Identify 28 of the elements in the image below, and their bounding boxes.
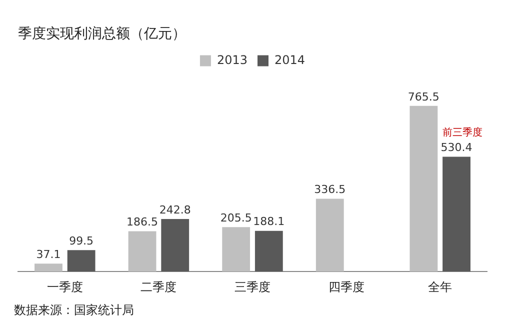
bar [222,227,250,272]
x-tick-label: 全年 [428,280,452,294]
bar [67,250,96,272]
data-label: 242.8 [159,203,191,216]
data-label: 186.5 [126,216,158,229]
chart-title: 季度实现利润总额（亿元） [18,26,186,42]
bar [254,230,283,272]
bar [442,156,470,272]
data-label: 336.5 [314,183,346,196]
data-label: 37.1 [36,248,61,261]
source-note: 数据来源：国家统计局 [14,302,135,319]
x-tick-label: 三季度 [234,280,270,294]
x-tick-label: 四季度 [328,280,364,294]
bar [34,264,62,272]
bar [410,106,438,272]
legend-label: 2013 [216,52,248,67]
data-label: 765.5 [408,90,440,104]
bar [161,219,190,272]
data-label: 530.4 [440,141,472,154]
data-label: 99.5 [69,234,94,248]
data-label: 205.5 [220,211,252,224]
annotation: 前三季度 [442,126,483,138]
bar [316,198,344,272]
data-label: 188.1 [253,215,285,228]
x-tick-label: 二季度 [140,280,177,294]
x-tick-label: 一季度 [46,280,83,294]
legend-label: 2014 [274,52,306,67]
bar [128,231,156,272]
